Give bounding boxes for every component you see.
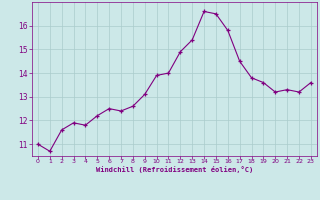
- X-axis label: Windchill (Refroidissement éolien,°C): Windchill (Refroidissement éolien,°C): [96, 166, 253, 173]
